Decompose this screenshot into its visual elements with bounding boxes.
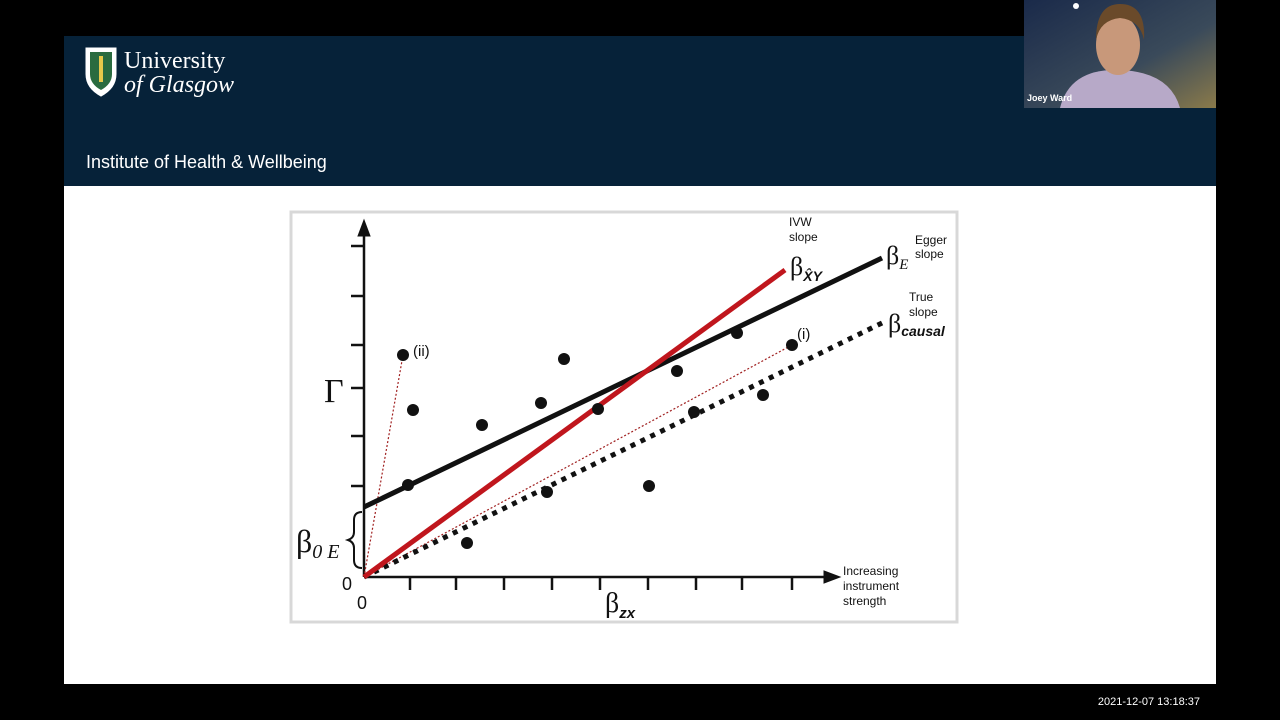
arrow [357, 218, 371, 237]
subscript: 0 E [312, 541, 339, 563]
subscript: zx [618, 605, 636, 622]
label: (ii) [413, 343, 430, 360]
label: slope [789, 230, 818, 244]
label: slope [909, 305, 938, 319]
diagram [344, 218, 886, 590]
symbol: β [886, 241, 899, 270]
label: Egger [915, 233, 947, 247]
label: IVW [789, 215, 812, 229]
math-labels: Γ βX̂Y βE βcausal β0 E βzx [296, 241, 946, 622]
participant-video: Joey Ward [1024, 0, 1216, 108]
diagram-labels: IVW slope Egger slope True slope (i) (ii… [342, 215, 947, 613]
label: instrument [843, 579, 900, 593]
label: 0 [342, 574, 352, 594]
beta-0e: β0 E [296, 523, 340, 563]
participant-name: Joey Ward [1027, 93, 1072, 103]
subscript: causal [901, 323, 946, 339]
gamma: Γ [324, 373, 344, 410]
logo [85, 47, 117, 97]
symbol: β [790, 252, 803, 281]
beta-zx: βzx [605, 588, 636, 622]
subscript: X̂Y [802, 267, 823, 284]
x-ticks [408, 577, 794, 590]
slide-subtitle: Institute of Health & Wellbeing [86, 152, 327, 172]
symbol: β [888, 309, 901, 338]
symbol: β [296, 523, 312, 559]
label: 0 [357, 593, 367, 613]
arrow [823, 570, 842, 584]
beta-e: βE [886, 241, 908, 273]
brace [344, 511, 363, 569]
logo-text: of Glasgow [124, 72, 234, 98]
egger-slope-line [362, 255, 884, 510]
diagram-frame [289, 210, 959, 624]
label: strength [843, 594, 886, 608]
timestamp: 2021-12-07 13:18:37 [1098, 696, 1200, 708]
line-i [363, 344, 793, 578]
beta-xy: βX̂Y [790, 252, 824, 284]
true-slope-line [362, 319, 886, 580]
ivw-slope-line [362, 267, 787, 580]
points [397, 327, 798, 549]
subscript: E [898, 257, 908, 273]
y-ticks [351, 244, 364, 488]
label: (i) [797, 326, 810, 343]
label: Increasing [843, 564, 898, 578]
beta-causal: βcausal [888, 309, 946, 339]
label: True [909, 290, 934, 304]
line-ii [363, 354, 404, 578]
label: slope [915, 247, 944, 261]
logo-text: University [124, 48, 225, 74]
symbol: β [605, 588, 619, 619]
